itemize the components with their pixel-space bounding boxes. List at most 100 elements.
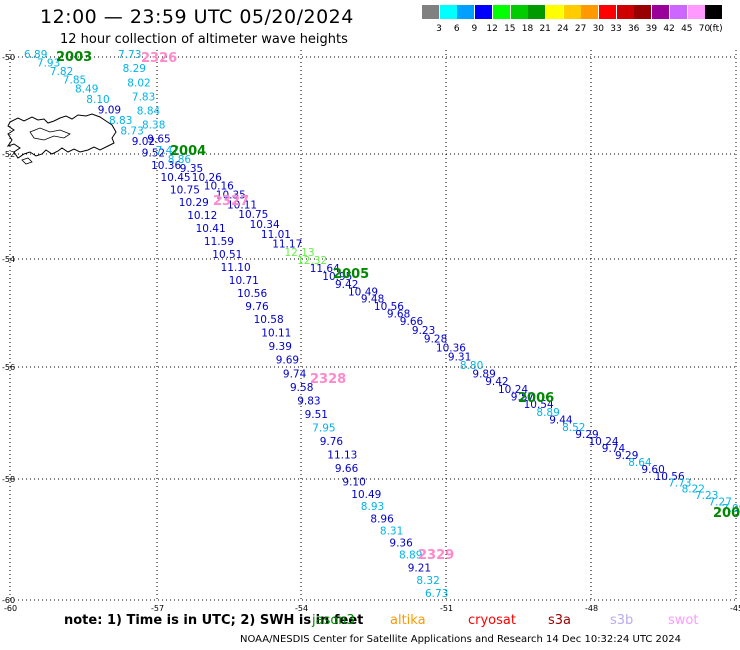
wave-height-value: 9.66 xyxy=(335,463,359,475)
legend-swatch xyxy=(475,5,493,19)
wave-height-value: 8.80 xyxy=(460,360,483,372)
wave-height-value: 11.13 xyxy=(327,450,357,462)
legend-swatch xyxy=(422,5,439,19)
legend-label: 70 xyxy=(698,24,711,34)
wave-height-value: 9.76 xyxy=(245,301,269,313)
wave-height-value: 8.86 xyxy=(168,154,192,166)
satellite-legend-item: s3a xyxy=(548,613,572,628)
wave-height-value: 9.60 xyxy=(641,464,664,476)
wave-height-value: 9.23 xyxy=(412,325,435,337)
legend-swatch xyxy=(563,5,581,19)
wave-height-value: 10.24 xyxy=(589,436,619,448)
wave-height-value: 9.74 xyxy=(283,368,307,380)
satellite-legend-item: swot xyxy=(668,613,699,628)
legend-label: 27 xyxy=(574,24,587,34)
wave-height-value: 11.64 xyxy=(310,263,340,275)
wave-height-value: 8.93 xyxy=(361,501,384,513)
wave-height-value: 12.32 xyxy=(297,255,327,267)
falkland-islands-inner xyxy=(29,127,71,141)
wave-height-value: 9.28 xyxy=(424,334,447,346)
wave-height-value: 8.32 xyxy=(416,575,439,587)
legend-label: 24 xyxy=(557,24,569,34)
wave-height-value: 10.54 xyxy=(524,399,554,411)
wave-height-value: 10.75 xyxy=(238,209,268,221)
wave-height-value: 11.17 xyxy=(272,239,302,251)
wave-height-value: 7.95 xyxy=(312,423,335,435)
map-grid xyxy=(9,50,737,602)
wave-height-value: 9.89 xyxy=(472,368,495,380)
wave-height-value: 9.42 xyxy=(335,279,358,291)
wave-height-value: 8.31 xyxy=(380,525,403,537)
legend-swatch xyxy=(687,5,705,19)
legend-swatch xyxy=(545,5,563,19)
lat-label: -54 xyxy=(2,255,15,264)
wave-height-value: 7.27 xyxy=(709,497,732,509)
wave-height-value: 10.75 xyxy=(170,184,200,196)
wave-height-value: 7.73 xyxy=(668,477,691,489)
axis-labels: -50 -52 -54 -56 -58 -60-60 -57 -54 -51 -48 -45 xyxy=(2,53,740,613)
time-labels: 2003 2326 2004 2327 2005 2328 2006 2329 200 xyxy=(56,50,740,563)
wave-height-value: 9.29 xyxy=(615,450,638,462)
wave-height-value: 9.39 xyxy=(269,341,292,353)
legend-label: 15 xyxy=(504,24,516,34)
satellite-legend-item: cryosat xyxy=(468,613,516,628)
wave-height-value: 10.56 xyxy=(237,288,267,300)
wave-height-value: 8.73 xyxy=(120,126,143,138)
lat-label: -50 xyxy=(2,53,15,62)
wave-height-value: 9.42 xyxy=(485,376,508,388)
wave-height-value: 7.09 xyxy=(722,503,740,515)
map-title: 12:00 — 23:59 UTC 05/20/2024 xyxy=(40,6,354,28)
wave-height-value: 8.89 xyxy=(536,407,559,419)
pass-time-label: 2328 xyxy=(310,372,346,387)
wave-height-value: 8.29 xyxy=(123,63,146,75)
wave-height-value: 8.83 xyxy=(109,115,132,127)
wave-height-value: 9.69 xyxy=(276,355,299,367)
wave-height-value: 10.35 xyxy=(216,190,246,202)
lon-label: -60 xyxy=(4,604,17,613)
legend-label: 18 xyxy=(521,24,534,34)
wave-height-value: 10.95 xyxy=(322,271,352,283)
legend-swatch xyxy=(652,5,670,19)
legend-swatch xyxy=(457,5,475,19)
wave-height-value: 10.41 xyxy=(196,223,226,235)
legend-label: 39 xyxy=(645,24,658,34)
lat-label: -60 xyxy=(2,596,15,605)
map-subtitle: 12 hour collection of altimeter wave hei… xyxy=(60,32,348,47)
wave-height-value: 10.56 xyxy=(655,471,685,483)
wave-height-value: 9.51 xyxy=(305,409,328,421)
wave-height-value: 8.52 xyxy=(562,422,585,434)
wave-height-value: 10.45 xyxy=(161,172,191,184)
legend-swatch xyxy=(669,5,687,19)
satellite-legend-item: jason3 xyxy=(312,613,355,628)
legend-label: 30 xyxy=(592,24,605,34)
wave-height-value: 10.34 xyxy=(250,219,280,231)
legend-unit: (ft) xyxy=(709,24,723,34)
wave-height-value: 9.83 xyxy=(297,396,320,408)
legend-label: 45 xyxy=(681,24,693,34)
falkland-islands-islet xyxy=(21,157,33,165)
legend-swatch xyxy=(599,5,616,19)
wave-height-value: 7.85 xyxy=(63,74,86,86)
wave-height-value: 7.93 xyxy=(37,57,60,69)
wave-height-value: 8.22 xyxy=(682,484,705,496)
legend-swatch xyxy=(581,5,599,19)
wave-height-value: 10.49 xyxy=(348,286,378,298)
legend-swatch xyxy=(492,5,510,19)
wave-height-value: 7.82 xyxy=(50,66,73,78)
wave-height-value: 7.23 xyxy=(695,490,718,502)
wave-height-value: 7.73 xyxy=(118,49,141,61)
legend-swatch xyxy=(705,5,723,19)
legend-label: 33 xyxy=(610,24,622,34)
legend-swatch xyxy=(439,5,457,19)
wave-height-value: 10.24 xyxy=(498,384,528,396)
pass-time-label: 2003 xyxy=(56,50,92,65)
wave-height-value: 10.36 xyxy=(436,343,466,355)
legend-label: 42 xyxy=(663,24,675,34)
lon-label: -48 xyxy=(585,604,598,613)
wave-height-value: 10.16 xyxy=(204,181,234,193)
lon-label: -54 xyxy=(295,604,308,613)
pass-time-label: 2005 xyxy=(333,267,369,282)
wave-height-value: 9.57 xyxy=(511,392,534,404)
lon-label: -57 xyxy=(151,604,164,613)
